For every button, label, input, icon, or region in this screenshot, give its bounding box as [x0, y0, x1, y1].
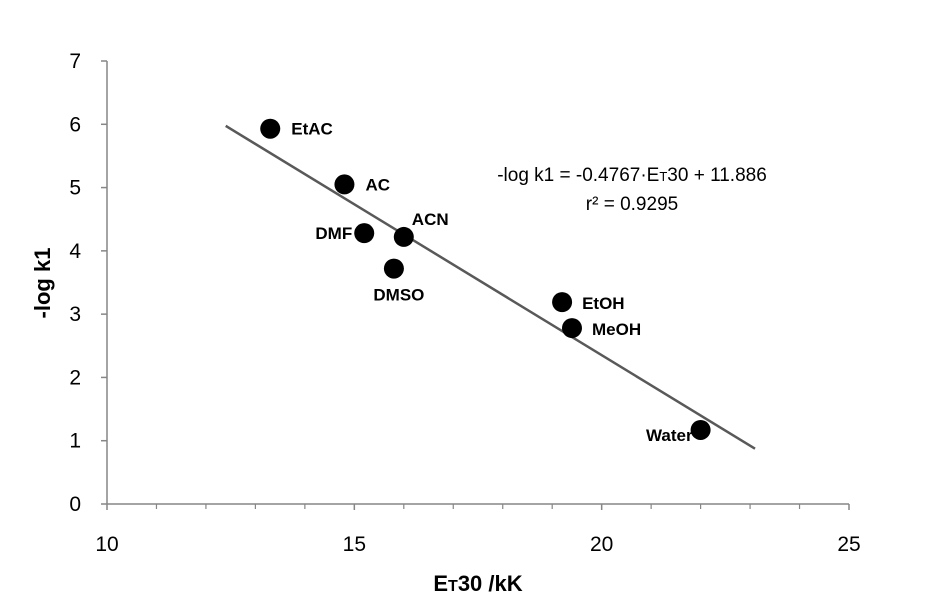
x-axis-title: ET30 /kK [433, 571, 522, 596]
point-label-water: Water [646, 426, 693, 445]
r-squared: r² = 0.9295 [586, 194, 678, 215]
point-label-dmf: DMF [315, 224, 352, 243]
data-point-dmf [354, 223, 375, 244]
x-axis-title-rest: 30 /kK [458, 571, 523, 596]
y-axis-title: -log k1 [30, 248, 55, 319]
y-tick-label: 7 [69, 50, 81, 73]
y-tick-labels: 0 1 2 3 4 5 6 7 [69, 50, 81, 516]
trendline-equation: -log k1 = -0.4767·ET30 + 11.886 [497, 165, 767, 186]
point-label-meoh: MeOH [592, 320, 641, 339]
y-tick-label: 0 [69, 493, 81, 516]
point-label-ac: AC [365, 175, 390, 194]
data-markers [260, 118, 711, 440]
x-tick-labels: 10 15 20 25 [95, 533, 860, 556]
x-axis-title-main: E [433, 571, 448, 596]
data-point-dmso [383, 258, 404, 279]
trendline [225, 124, 756, 450]
equation-subscript: T [659, 169, 667, 184]
data-point-etoh [552, 292, 573, 313]
axes [106, 61, 849, 505]
data-point-meoh [561, 318, 582, 339]
y-tick-label: 2 [69, 366, 81, 389]
x-tick-label: 25 [837, 533, 860, 556]
x-tick-label: 10 [95, 533, 118, 556]
ticks [101, 60, 850, 510]
data-point-water [690, 419, 711, 440]
y-tick-label: 5 [69, 177, 81, 200]
x-axis-title-subscript: T [448, 578, 458, 595]
point-label-dmso: DMSO [373, 286, 424, 305]
x-tick-label: 20 [590, 533, 613, 556]
data-point-acn [393, 226, 414, 247]
y-tick-label: 6 [69, 113, 81, 136]
y-tick-label: 4 [69, 240, 81, 263]
y-tick-label: 3 [69, 303, 81, 326]
point-label-acn: ACN [412, 210, 449, 229]
x-tick-label: 15 [343, 533, 366, 556]
data-point-etac [260, 118, 281, 139]
point-labels: EtAC AC DMF ACN DMSO EtOH MeOH Water [291, 120, 693, 445]
y-tick-label: 1 [69, 430, 81, 453]
point-label-etac: EtAC [291, 120, 333, 139]
equation-part-1: -log k1 = -0.4767·E [497, 165, 659, 186]
point-label-etoh: EtOH [582, 294, 625, 313]
data-point-ac [334, 174, 355, 195]
equation-part-2: 30 + 11.886 [667, 165, 767, 186]
